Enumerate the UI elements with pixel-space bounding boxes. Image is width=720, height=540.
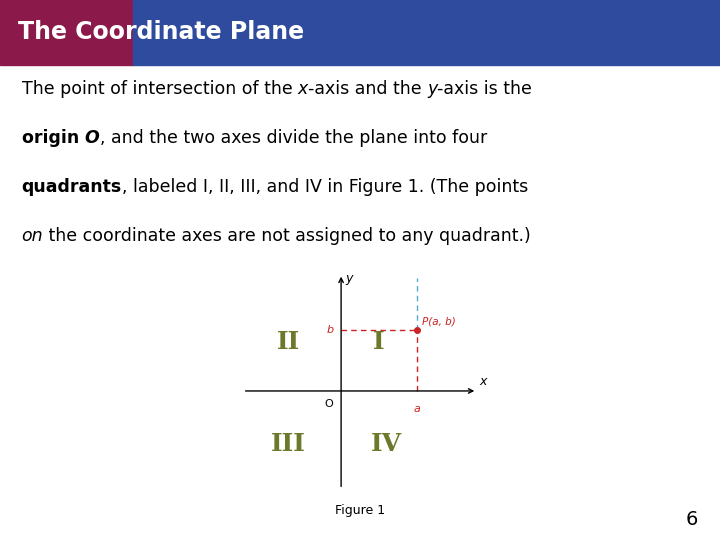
Text: , labeled I, II, III, and IV in Figure 1. (The points: , labeled I, II, III, and IV in Figure 1… (122, 178, 528, 196)
Text: The point of intersection of the: The point of intersection of the (22, 80, 298, 98)
Text: -axis is the: -axis is the (438, 80, 532, 98)
Text: the coordinate axes are not assigned to any quadrant.): the coordinate axes are not assigned to … (43, 227, 531, 245)
Text: O: O (85, 129, 99, 147)
Text: y: y (345, 272, 352, 285)
Text: 6: 6 (686, 510, 698, 529)
Text: quadrants: quadrants (22, 178, 122, 196)
Bar (0, 0, 133, 65)
Text: , and the two axes divide the plane into four: , and the two axes divide the plane into… (99, 129, 487, 147)
Text: I: I (373, 330, 384, 354)
Bar (133, 0, 720, 65)
Text: The Coordinate Plane: The Coordinate Plane (18, 21, 304, 44)
Text: x: x (479, 375, 487, 388)
Text: II: II (276, 330, 300, 354)
Text: -axis and the: -axis and the (308, 80, 427, 98)
Text: O: O (325, 399, 333, 409)
Text: origin: origin (22, 129, 85, 147)
Text: b: b (326, 326, 333, 335)
Text: Figure 1: Figure 1 (335, 504, 385, 517)
Text: x: x (298, 80, 308, 98)
Text: a: a (413, 404, 420, 414)
Text: III: III (271, 432, 305, 456)
Text: P(a, b): P(a, b) (423, 316, 456, 327)
Text: IV: IV (371, 432, 402, 456)
Text: y: y (427, 80, 438, 98)
Text: on: on (22, 227, 43, 245)
